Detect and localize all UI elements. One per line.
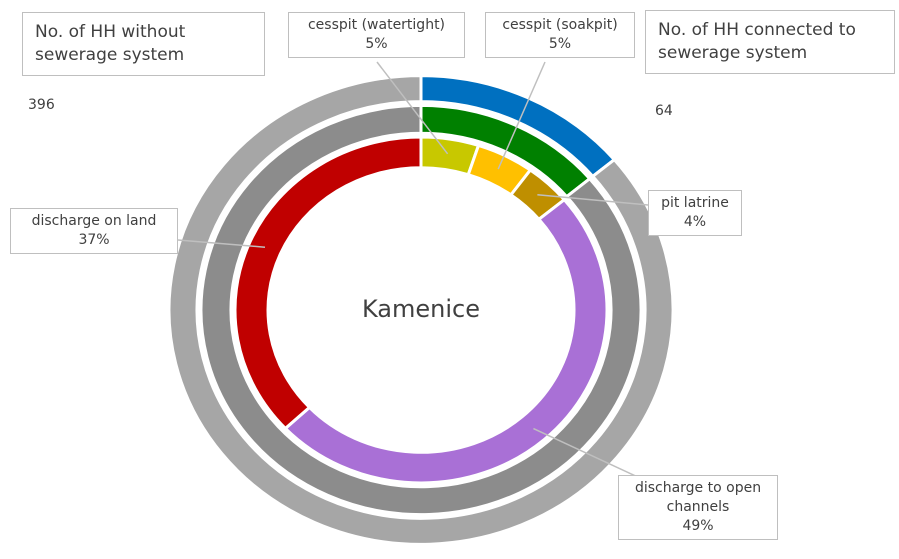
center-label: Kamenice <box>361 295 480 323</box>
donut-segment <box>283 197 609 485</box>
series-label: No. of HH connected to sewerage system <box>645 10 895 74</box>
leader-line <box>497 61 546 170</box>
data-label: pit latrine 4% <box>648 190 742 236</box>
donut-segment <box>199 103 643 517</box>
category-text: cesspit (watertight) <box>307 17 446 33</box>
data-label: cesspit (soakpit) 5% <box>485 12 635 58</box>
percent-text: 5% <box>365 36 388 52</box>
leader-line <box>177 239 266 248</box>
category-text: pit latrine <box>661 195 729 211</box>
data-label: discharge on land 37% <box>10 208 178 254</box>
percent-text: 5% <box>548 36 572 52</box>
percent-text: 49% <box>682 518 714 534</box>
leader-line <box>537 194 649 206</box>
series-label: No. of HH without sewerage system <box>22 12 265 76</box>
data-label: cesspit (watertight) 5% <box>288 12 465 58</box>
donut-segment <box>233 135 423 431</box>
donut-segment <box>167 74 675 546</box>
category-text: discharge on land <box>31 213 157 229</box>
category-text: cesspit (soakpit) <box>502 17 618 33</box>
leader-line <box>533 427 641 479</box>
percent-text: 4% <box>683 214 707 230</box>
category-text: discharge to open channels <box>634 480 762 515</box>
data-label: discharge to open channels 49% <box>618 475 778 540</box>
value-label: 64 <box>655 103 673 119</box>
percent-text: 37% <box>78 232 110 248</box>
leader-line <box>376 61 449 155</box>
value-label: 396 <box>28 97 55 113</box>
